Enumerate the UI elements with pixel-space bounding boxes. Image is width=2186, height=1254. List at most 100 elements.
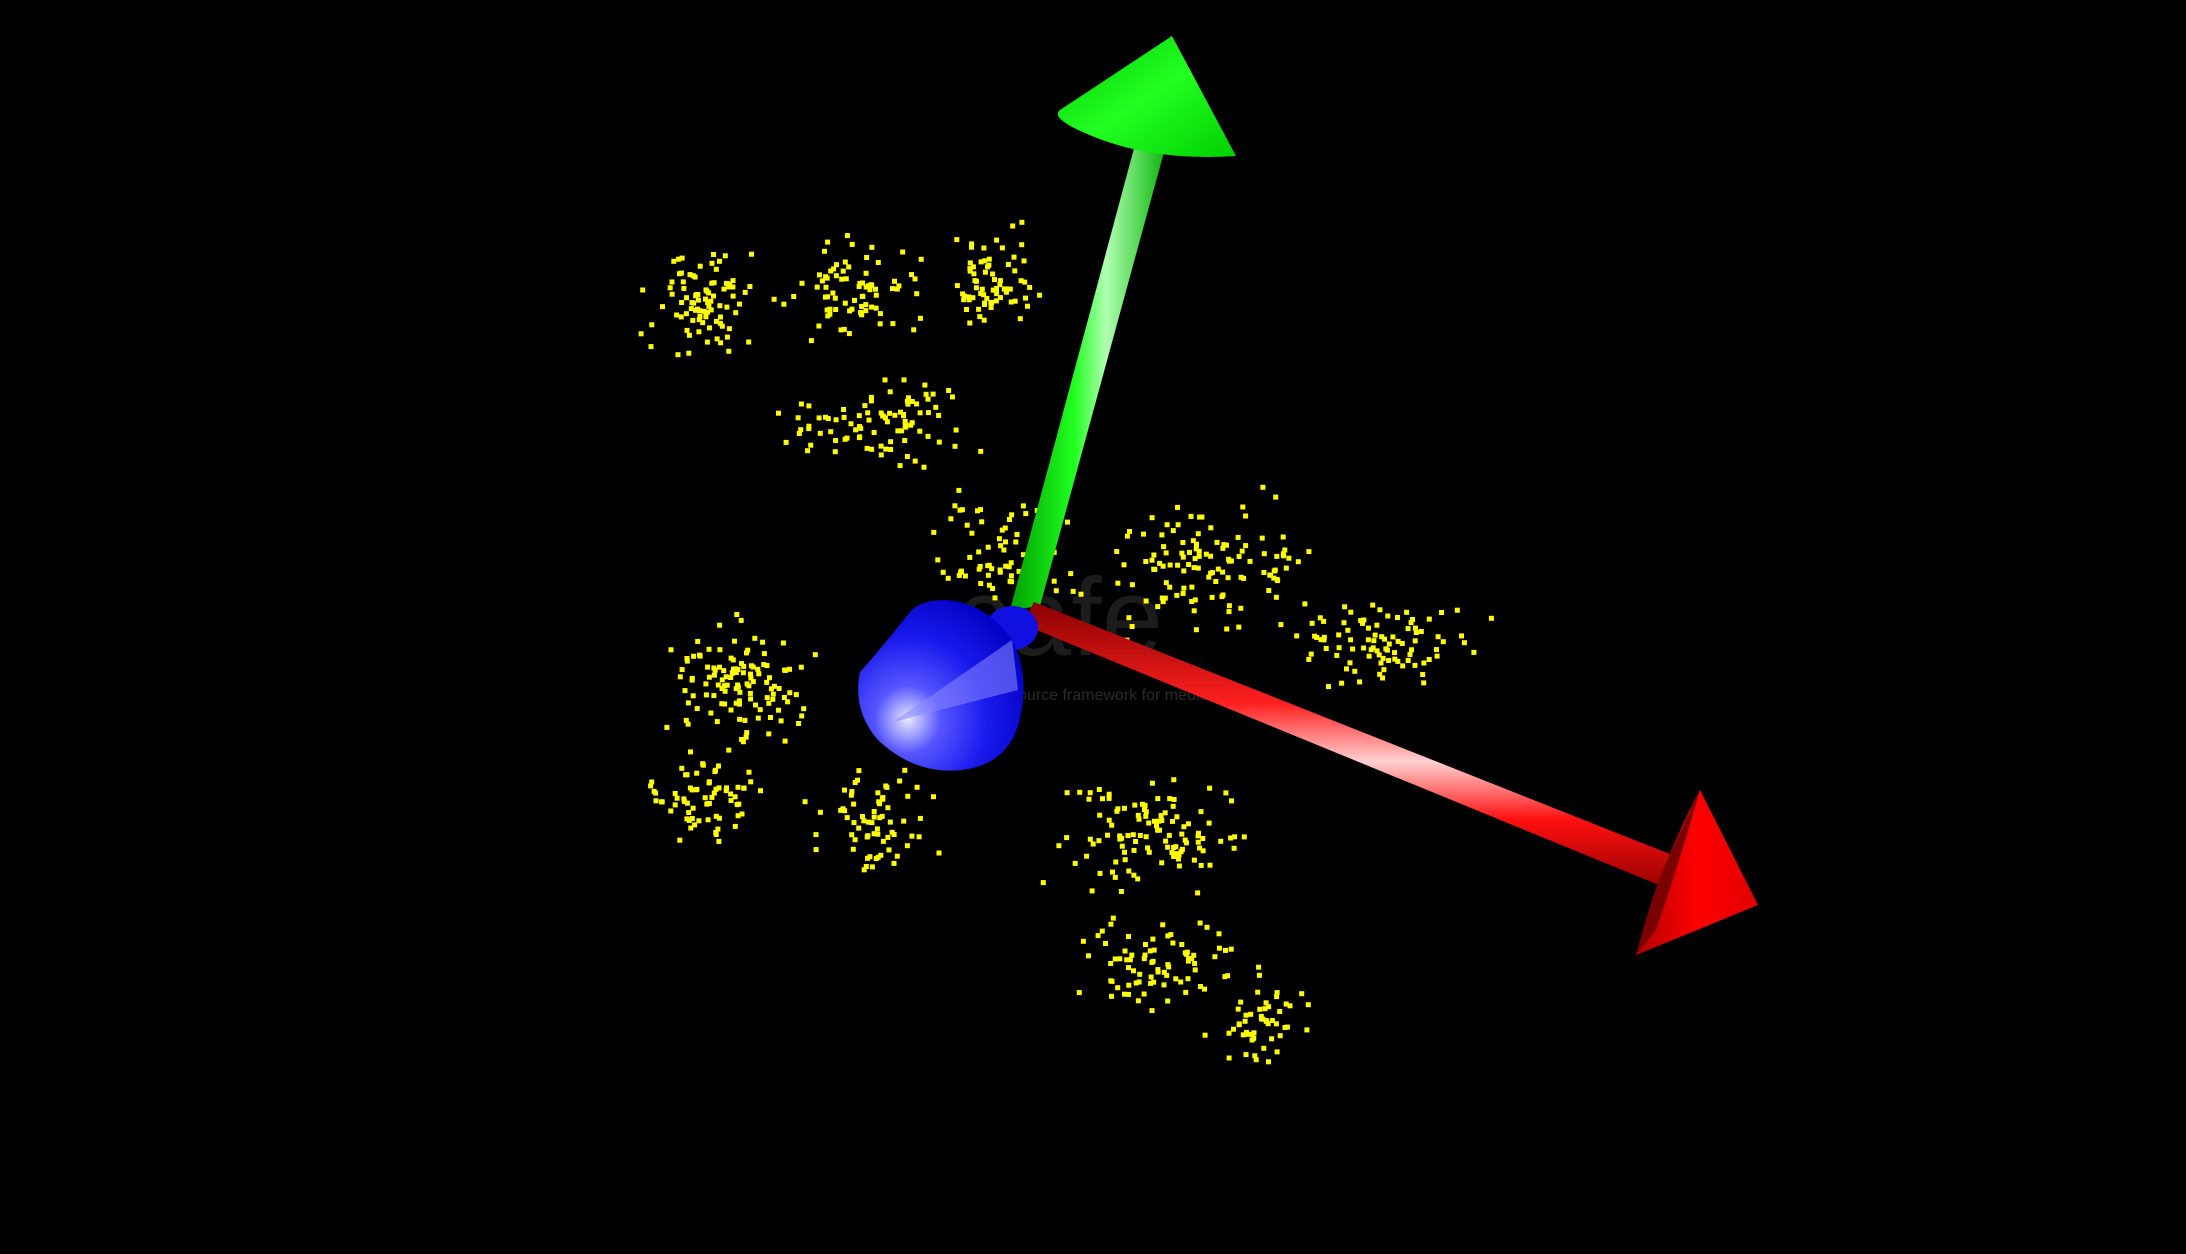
point	[988, 300, 994, 306]
point	[726, 348, 732, 354]
point	[681, 799, 687, 804]
point	[1020, 503, 1026, 509]
point	[1129, 582, 1135, 588]
point	[1348, 637, 1354, 643]
point	[976, 549, 982, 555]
point	[1379, 634, 1385, 640]
point	[1070, 588, 1076, 594]
point	[1019, 219, 1025, 225]
point	[1200, 836, 1206, 841]
point	[936, 439, 942, 445]
point	[864, 445, 870, 451]
point	[873, 292, 879, 298]
point	[1400, 663, 1406, 669]
point	[882, 377, 888, 383]
point	[892, 412, 898, 418]
point	[1395, 615, 1400, 620]
point	[958, 568, 964, 574]
point	[865, 819, 871, 825]
point	[849, 241, 855, 247]
point	[877, 815, 883, 821]
point	[679, 300, 685, 305]
point	[746, 339, 752, 345]
point	[887, 389, 893, 395]
point	[1006, 517, 1012, 522]
point	[978, 581, 984, 586]
point	[1366, 625, 1371, 631]
point	[1218, 838, 1224, 844]
point	[1167, 796, 1173, 802]
point	[1002, 525, 1008, 531]
point	[970, 295, 976, 301]
point	[722, 688, 728, 694]
point	[1392, 656, 1398, 662]
point	[863, 302, 869, 308]
point	[1152, 567, 1158, 572]
point	[681, 286, 687, 291]
point	[1454, 607, 1460, 613]
point	[1256, 972, 1262, 978]
point	[952, 503, 958, 509]
point	[730, 284, 736, 290]
point	[880, 838, 886, 844]
point	[719, 686, 725, 691]
point	[739, 661, 744, 667]
point	[717, 622, 723, 628]
point	[1151, 818, 1157, 824]
point	[1386, 641, 1392, 647]
point	[1282, 547, 1288, 553]
point	[1191, 857, 1197, 863]
point	[1008, 573, 1014, 579]
point	[1135, 876, 1141, 882]
point	[1380, 675, 1386, 681]
point	[732, 823, 738, 829]
point	[1287, 1003, 1293, 1009]
point	[690, 693, 696, 699]
point	[1435, 634, 1441, 640]
point	[851, 820, 857, 826]
point	[1119, 835, 1125, 841]
point	[1302, 601, 1308, 607]
point	[1185, 821, 1191, 827]
point	[971, 271, 977, 277]
point	[1226, 603, 1232, 609]
point	[1390, 634, 1396, 640]
point	[1249, 1037, 1255, 1043]
point	[882, 415, 888, 421]
point	[678, 270, 684, 276]
point	[1248, 1011, 1254, 1017]
point	[1382, 636, 1387, 642]
point	[1185, 976, 1191, 982]
point	[875, 260, 881, 265]
point	[1003, 539, 1008, 545]
point	[1314, 635, 1320, 640]
point	[923, 391, 929, 397]
point	[1086, 953, 1091, 959]
point	[1150, 936, 1156, 942]
point	[990, 586, 996, 591]
point	[918, 256, 924, 262]
point	[1165, 998, 1171, 1004]
point	[1021, 258, 1027, 264]
point	[696, 818, 702, 824]
point	[1420, 672, 1426, 677]
point	[742, 717, 748, 723]
point	[766, 731, 772, 737]
point	[776, 410, 781, 416]
point	[817, 272, 822, 278]
point	[1273, 494, 1279, 500]
point	[1488, 615, 1494, 621]
point	[717, 303, 723, 309]
point	[1374, 622, 1380, 628]
point	[935, 557, 941, 563]
point	[866, 417, 872, 423]
point	[728, 675, 734, 680]
point	[825, 239, 831, 245]
point	[1143, 598, 1149, 604]
z-axis-cone-base	[858, 600, 1024, 771]
point	[1269, 1018, 1275, 1023]
point	[1183, 989, 1189, 995]
point	[864, 255, 870, 260]
